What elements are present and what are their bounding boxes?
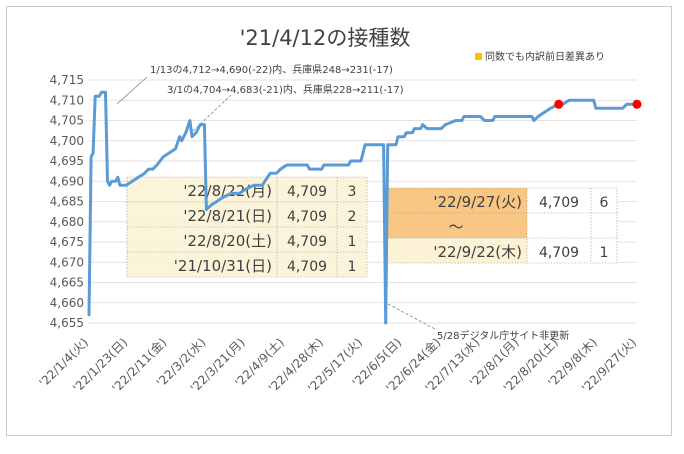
annotation-leader-1: [116, 76, 148, 105]
table-left-count-3: 1: [348, 259, 357, 275]
chart-frame: '21/4/12の接種数 同数でも内訳前日差異あり 4,655 4,660 4,66…: [6, 6, 672, 436]
y-tick-label: 4,695: [50, 154, 84, 168]
table-right-from-date: '22/9/27(火): [433, 193, 522, 211]
table-right-to-count: 1: [600, 245, 609, 261]
table-left-date-2: '22/8/20(土): [183, 232, 272, 250]
table-right-tilde: ～: [448, 218, 463, 236]
table-right: '22/9/27(火) 4,709 6 ～ '22/9/22(木) 4,709 …: [384, 187, 618, 264]
annotation-3: 5/28デジタル庁サイト非更新: [437, 329, 569, 342]
y-tick-label: 4,710: [50, 93, 84, 107]
table-left-value-3: 4,709: [287, 259, 327, 275]
highlight-markers: [554, 99, 642, 109]
table-left-count-0: 3: [348, 184, 357, 200]
table-right-to-value: 4,709: [539, 245, 579, 261]
highlight-point-0: [554, 99, 564, 109]
y-tick-label: 4,705: [50, 114, 84, 128]
table-left-value-2: 4,709: [287, 234, 327, 250]
highlight-point-1: [632, 99, 642, 109]
y-tick-label: 4,675: [50, 235, 84, 249]
legend-note: 同数でも内訳前日差異あり: [485, 50, 605, 63]
y-tick-label: 4,690: [50, 174, 84, 188]
table-right-from-value: 4,709: [539, 195, 579, 211]
table-left-value-1: 4,709: [287, 209, 327, 225]
table-left: '22/8/22(月) 4,709 3 '22/8/21(日) 4,709 2 …: [126, 176, 368, 278]
y-tick-label: 4,700: [50, 134, 84, 148]
table-left-count-2: 1: [348, 234, 357, 250]
annotation-2: 3/1の4,704→4,683(-21)内、兵庫県228→211(-17): [167, 83, 404, 96]
table-left-value-0: 4,709: [287, 184, 327, 200]
series-line-0: [87, 90, 639, 325]
table-left-count-1: 2: [348, 209, 357, 225]
table-left-date-1: '22/8/21(日): [183, 207, 272, 225]
chart-title: '21/4/12の接種数: [240, 26, 411, 50]
table-right-to-date: '22/9/22(木): [433, 243, 522, 261]
y-tick-label: 4,660: [50, 296, 84, 310]
y-tick-label: 4,680: [50, 215, 84, 229]
y-axis-ticks: 4,655 4,660 4,665 4,670 4,675 4,680 4,685 4,690…: [50, 73, 84, 330]
annotation-leader-2: [192, 94, 232, 132]
y-tick-label: 4,715: [50, 73, 84, 87]
legend-note-swatch: [475, 53, 482, 60]
y-tick-label: 4,665: [50, 276, 84, 290]
table-right-from-count: 6: [600, 195, 609, 211]
y-tick-label: 4,655: [50, 316, 84, 330]
y-tick-label: 4,685: [50, 195, 84, 209]
x-axis-ticks: '22/1/4(火)'22/1/23(日)'22/2/11(金)'22/3/2(…: [36, 335, 639, 396]
series-group: [87, 90, 639, 325]
line-chart: '21/4/12の接種数 同数でも内訳前日差異あり 4,655 4,660 4,66…: [36, 26, 642, 396]
annotation-1: 1/13の4,712→4,690(-22)内、兵庫県248→231(-17): [150, 63, 393, 76]
y-tick-label: 4,670: [50, 255, 84, 269]
table-left-date-3: '21/10/31(日): [174, 257, 272, 275]
annotation-leader-3: [387, 303, 436, 330]
